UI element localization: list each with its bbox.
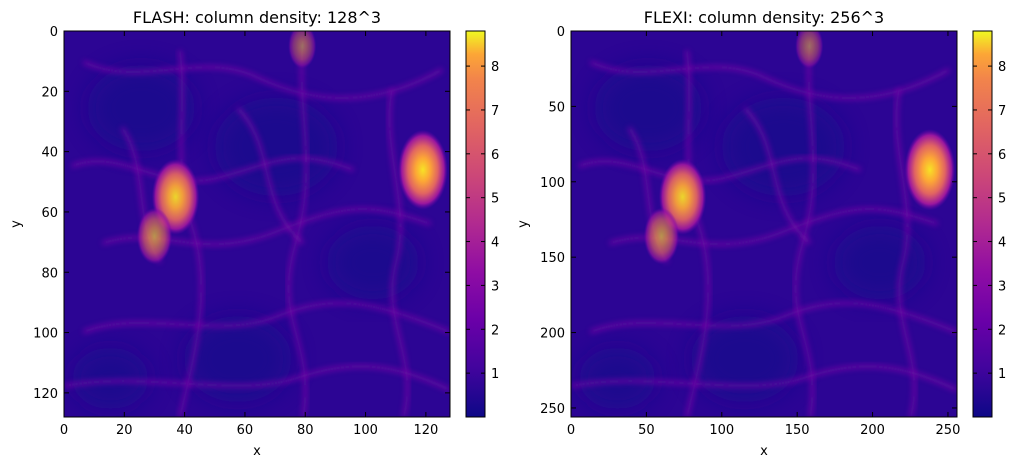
x-tick-label: 0 [567,423,575,438]
y-tick-label: 100 [540,176,565,191]
colorbar-tick-label: 2 [998,323,1006,338]
colorbar-tick-label: 8 [998,60,1006,75]
plot-frame [63,30,451,418]
hotspot-4 [795,31,824,69]
x-tick-label: 80 [297,423,314,438]
colorbar-tick-label: 5 [998,192,1006,207]
hotspot-2 [643,207,680,265]
y-tick-label: 80 [41,266,58,281]
hotspot-3 [904,129,956,211]
colorbar-tick-label: 3 [998,279,1006,294]
x-tick-label: 60 [237,423,254,438]
x-axis-label: x [760,444,768,459]
y-tick-label: 100 [33,327,58,342]
chart-panel-1: FLASH: column density: 128^30 20 40 60 80 100… [9,8,499,459]
heatmap-image [64,31,450,417]
y-tick-label: 200 [540,327,565,342]
x-tick-label: 120 [413,423,438,438]
y-tick-label: 50 [548,100,565,115]
x-tick-label: 40 [176,423,193,438]
chart-title: FLASH: column density: 128^3 [133,8,381,27]
colorbar-tick-label: 2 [491,323,499,338]
y-axis-label: y [516,220,531,228]
colorbar: 1 2 3 4 5 6 7 8 [465,30,499,418]
colorbar-tick-label: 4 [998,236,1006,251]
y-tick-label: 40 [41,146,58,161]
y-tick-label: 60 [41,206,58,221]
colorbar-gradient [972,30,993,418]
chart-panel-2: FLEXI: column density: 256^30 50 100 150 200… [516,8,1006,459]
colorbar-tick-label: 4 [491,236,499,251]
colorbar-tick-label: 1 [998,367,1006,382]
heatmap-image [571,31,957,417]
x-tick-label: 0 [60,423,68,438]
x-tick-label: 50 [638,423,655,438]
x-tick-label: 250 [936,423,961,438]
x-axis-label: x [253,444,261,459]
y-tick-label: 20 [41,85,58,100]
colorbar-tick-label: 3 [491,279,499,294]
colorbar-tick-label: 1 [491,367,499,382]
y-tick-label: 0 [557,25,565,40]
x-tick-label: 20 [116,423,133,438]
y-axis-label: y [9,220,24,228]
colorbar-tick-label: 6 [998,148,1006,163]
colorbar-tick-label: 5 [491,192,499,207]
hotspot-4 [288,31,317,69]
plot-frame [570,30,958,418]
x-tick-label: 100 [353,423,378,438]
hotspot-3 [397,129,448,210]
y-tick-label: 120 [33,387,58,402]
chart-title: FLEXI: column density: 256^3 [644,8,884,27]
colorbar: 1 2 3 4 5 6 7 8 [972,30,1006,418]
colorbar-tick-label: 7 [998,104,1006,119]
y-tick-label: 0 [50,25,58,40]
x-tick-label: 100 [709,423,734,438]
y-tick-label: 250 [540,402,565,417]
colorbar-tick-label: 8 [491,60,499,75]
hotspot-2 [136,207,173,265]
x-tick-label: 150 [785,423,810,438]
colorbar-tick-label: 6 [491,148,499,163]
colorbar-gradient [465,30,486,418]
y-tick-label: 150 [540,251,565,266]
colorbar-tick-label: 7 [491,104,499,119]
x-tick-label: 200 [860,423,885,438]
